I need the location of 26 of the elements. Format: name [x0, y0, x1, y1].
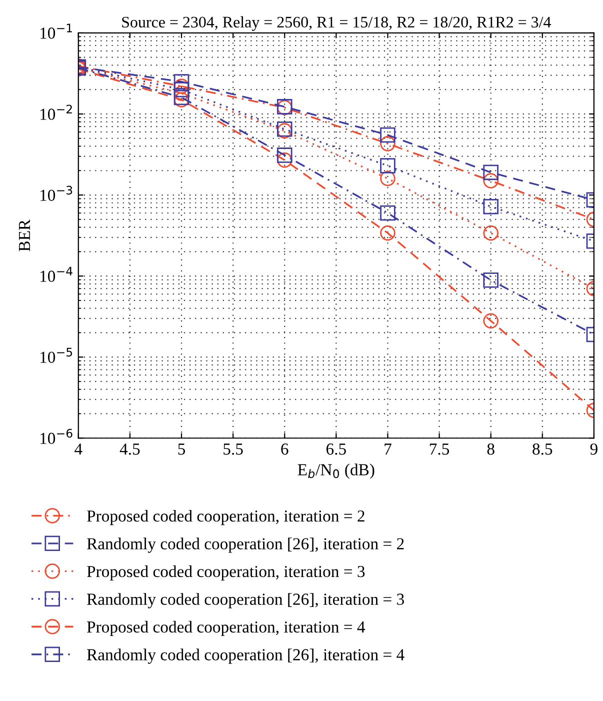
x-tick-label: 9 — [590, 444, 598, 455]
x-tick-label: 5 — [178, 444, 186, 455]
x-tick-label: 4.5 — [120, 444, 140, 455]
y-tick-label: 10$^{−4}$ — [40, 266, 72, 282]
x-tick-label: 4 — [74, 444, 82, 455]
y-tick-label: 10$^{−3}$ — [40, 186, 72, 201]
y-axis-title: BER — [19, 219, 30, 252]
y-tick-label: 10$^{−1}$ — [40, 24, 72, 39]
legend-label: Proposed coded cooperation, iteration = 3 — [87, 565, 365, 581]
x-tick-label: 8 — [487, 443, 494, 455]
x-tick-label: 5.5 — [224, 444, 243, 455]
x-tick-label: 7 — [384, 444, 392, 455]
legend-label: Randomly coded cooperation [26], iteration = 3 — [87, 593, 404, 608]
x-tick-label: 7.5 — [430, 444, 450, 455]
chart-title: Source = 2304, Relay = 2560, R1 = 15/18, R2 = 18/20, R1R2 = 3/4 — [122, 16, 551, 31]
x-tick-label: 6 — [281, 444, 288, 455]
x-axis-title: E$_{b}$/N$_{0}$ (dB) — [298, 464, 374, 479]
x-tick-label: 6.5 — [326, 444, 346, 455]
legend-label: Randomly coded cooperation [26], iteration = 4 — [87, 648, 404, 664]
legend-label: Randomly coded cooperation [26], iteration = 2 — [87, 538, 404, 553]
y-tick-label: 10$^{−6}$ — [40, 428, 72, 444]
x-tick-label: 8.5 — [532, 443, 552, 455]
y-tick-label: 10$^{−5}$ — [40, 348, 72, 363]
y-tick-label: 10$^{−2}$ — [40, 104, 72, 120]
legend-label: Proposed coded cooperation, iteration = 4 — [87, 620, 366, 636]
legend-label: Proposed coded cooperation, iteration = 2 — [87, 510, 364, 526]
